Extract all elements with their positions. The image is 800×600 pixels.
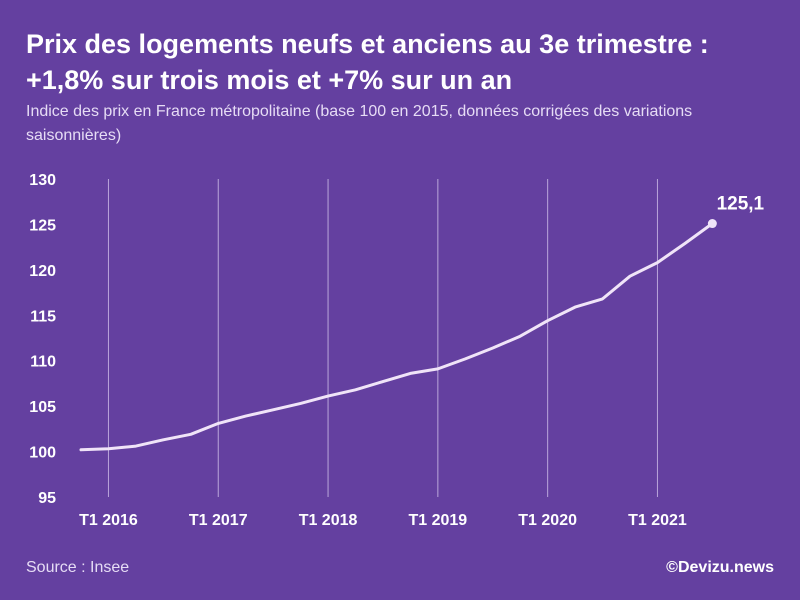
y-tick-label: 110 xyxy=(30,354,56,371)
annotation-layer: 125,1 xyxy=(707,194,765,229)
credit-note: ©Devizu.news xyxy=(666,559,774,576)
chart-title: Prix des logements neufs et anciens au 3… xyxy=(26,29,709,95)
y-tick-label: 120 xyxy=(29,263,56,280)
last-value-label: 125,1 xyxy=(717,194,765,215)
x-tick-label: T1 2016 xyxy=(79,512,138,529)
series-layer xyxy=(79,222,714,452)
x-tick-label: T1 2019 xyxy=(408,512,467,529)
x-tick-label: T1 2018 xyxy=(299,512,358,529)
source-note: Source : Insee xyxy=(26,559,130,576)
y-tick-label: 130 xyxy=(29,172,56,189)
x-axis-tick-labels: T1 2016 T1 2017 T1 2018 T1 2019 T1 2020 T1 20… xyxy=(79,512,687,529)
y-tick-label: 100 xyxy=(29,445,56,462)
y-tick-label: 105 xyxy=(29,399,56,416)
y-tick-label: 95 xyxy=(38,490,56,507)
vertical-gridlines xyxy=(107,179,658,497)
y-axis-tick-labels: 95 100 105 110 115 120 125 130 xyxy=(29,172,56,507)
y-tick-label: 115 xyxy=(30,308,56,325)
chart-subtitle: Indice des prix en France métropolitaine… xyxy=(26,103,693,144)
series-line xyxy=(79,222,714,452)
x-tick-label: T1 2021 xyxy=(628,512,687,529)
y-tick-label: 125 xyxy=(29,217,56,234)
x-tick-label: T1 2017 xyxy=(189,512,248,529)
x-tick-label: T1 2020 xyxy=(518,512,577,529)
last-point-marker xyxy=(707,219,717,229)
